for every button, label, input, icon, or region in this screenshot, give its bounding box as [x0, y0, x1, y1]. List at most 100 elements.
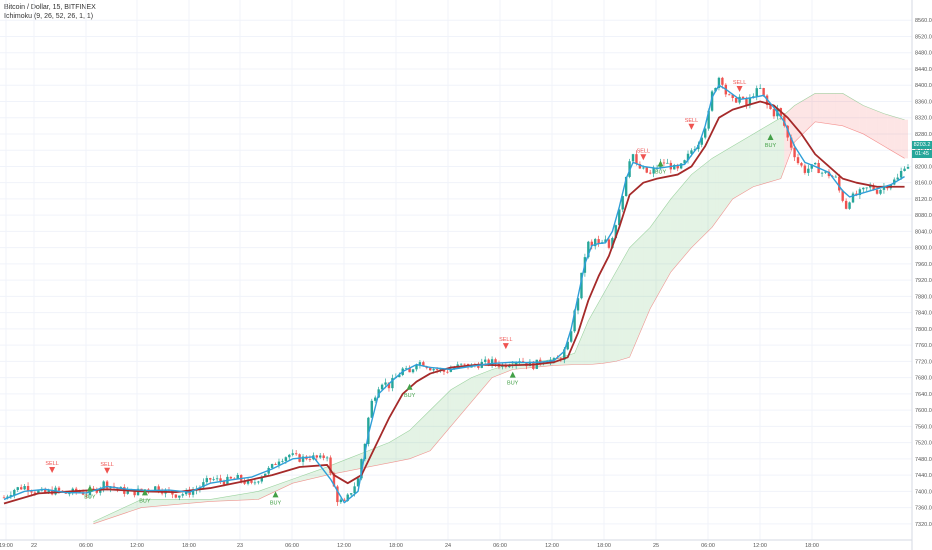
candle-body [329, 457, 332, 474]
cloud-segment [354, 454, 359, 470]
x-tick-label: 18:00 [597, 543, 611, 549]
candle-body [487, 359, 490, 365]
candle-body [277, 461, 281, 465]
cloud-segment [378, 445, 383, 465]
cloud-segment [261, 488, 266, 498]
cloud-segment [254, 491, 259, 500]
y-tick-label: 7440.0 [915, 473, 932, 479]
candle-body [19, 487, 23, 490]
senkou-span-a [93, 93, 905, 523]
candle-body [717, 77, 721, 88]
cloud-segment [450, 387, 455, 427]
candle-body [44, 488, 47, 493]
cloud-segment [853, 99, 857, 132]
cloud-segment [887, 114, 891, 151]
x-tick-label: 12:00 [130, 543, 144, 549]
cloud-segment [186, 499, 190, 504]
candle-body [862, 187, 865, 190]
cloud-segment [605, 284, 609, 363]
cloud-segment [842, 93, 847, 128]
candle-body [459, 363, 463, 365]
cloud-segment [296, 476, 300, 483]
candle-body [2, 497, 6, 499]
candle-body [209, 478, 212, 480]
candle-body [899, 170, 903, 178]
candle-body [824, 171, 827, 173]
candle-body [429, 368, 432, 371]
cloud-segment [718, 152, 723, 218]
y-tick-label: 8000.0 [915, 246, 932, 252]
cloud-segment [667, 198, 671, 279]
y-tick-label: 7360.0 [915, 506, 932, 512]
candle-body [631, 154, 635, 162]
senkou-span-b [93, 121, 905, 525]
candle-body [349, 493, 353, 495]
cloud-segment [117, 509, 121, 516]
cloud-segment [849, 97, 854, 130]
cloud-segment [715, 154, 719, 223]
cloud-segment [904, 119, 908, 159]
buy-label: BUY [655, 169, 667, 175]
candle-body [741, 96, 745, 99]
candle-body [222, 481, 226, 485]
candle-body [250, 480, 253, 483]
cloud-segment [124, 505, 128, 514]
cloud-segment [227, 495, 231, 501]
candle-body [315, 455, 318, 458]
cloud-segment [746, 135, 750, 191]
cloud-segment [832, 93, 836, 125]
cloud-segment [615, 265, 620, 362]
candle-body [105, 481, 109, 489]
cloud-segment [815, 93, 819, 123]
cloud-segment [629, 244, 634, 358]
candle-body [834, 176, 838, 178]
cloud-segment [571, 353, 575, 365]
cloud-segment [763, 125, 768, 184]
candle-body [772, 109, 776, 117]
cloud-segment [578, 337, 582, 365]
candle-body [380, 384, 384, 390]
candle-body [16, 487, 19, 490]
candle-body [92, 488, 95, 490]
sell-arrow [502, 343, 509, 350]
cloud-segment [131, 502, 135, 512]
candle-body [253, 482, 257, 484]
candle-body [679, 163, 683, 169]
cloud-segment [282, 481, 286, 489]
cloud-segment [426, 410, 431, 453]
candle-body [463, 363, 466, 365]
candle-body [576, 298, 580, 311]
candle-body [30, 491, 33, 493]
candle-body [690, 150, 693, 154]
candle-body [374, 397, 377, 401]
cloud-segment [230, 495, 235, 501]
cloud-segment [492, 368, 496, 378]
candle-body [174, 494, 178, 498]
x-tick-label: 06:00 [493, 543, 507, 549]
cloud-segment [708, 158, 713, 231]
candle-body [611, 238, 614, 248]
candle-body [68, 493, 71, 495]
candle-body [343, 499, 346, 501]
cloud-segment [375, 446, 379, 466]
candle-body [301, 456, 305, 462]
candle-body [78, 491, 81, 493]
candle-body [803, 165, 807, 173]
cloud-segment [657, 213, 661, 297]
buy-label: BUY [507, 381, 519, 387]
candle-body [827, 171, 831, 177]
candle-body [408, 368, 411, 373]
candle-body [662, 162, 666, 164]
cloud-segment [612, 272, 616, 362]
y-tick-label: 7720.0 [915, 359, 932, 365]
candle-body [346, 494, 349, 501]
cloud-segment [478, 373, 482, 394]
cloud-segment [406, 430, 410, 460]
candle-body [353, 486, 356, 494]
cloud-segment [382, 443, 386, 465]
buy-label: BUY [84, 494, 96, 500]
candle-body [384, 382, 387, 385]
candle-body [288, 454, 291, 458]
cloud-segment [303, 474, 307, 481]
